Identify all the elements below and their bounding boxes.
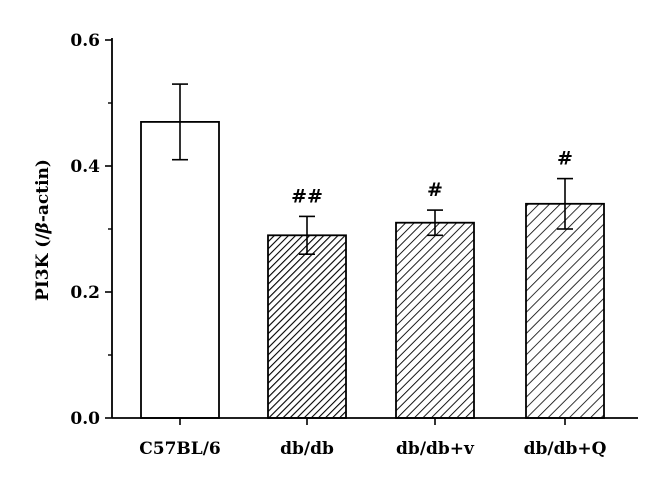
- bar-1: [267, 234, 347, 419]
- y-tick-label-0: 0.0: [70, 409, 100, 429]
- bar-2: [395, 221, 475, 419]
- y-axis-title-italic: β: [33, 222, 53, 234]
- svg-text:PI3K (/β-actin): PI3K (/β-actin): [33, 159, 53, 301]
- significance-label-1: ##: [291, 185, 323, 207]
- x-label-group: C57BL/6 db/db db/db+v db/db+Q: [139, 439, 606, 459]
- bar-3: [525, 202, 605, 419]
- x-tick-label-3: db/db+Q: [524, 439, 607, 459]
- x-tick-label-1: db/db: [280, 439, 334, 459]
- annotation-group: ## ##: [291, 148, 573, 208]
- y-axis-title-prefix: PI3K (/: [33, 233, 53, 301]
- bar-0: [140, 121, 220, 419]
- y-tick-label-1: 0.2: [70, 283, 100, 303]
- y-tick-group: 0.0 0.2 0.4 0.6: [70, 31, 112, 429]
- bar-group: [140, 121, 605, 419]
- y-tick-label-3: 0.6: [70, 31, 100, 51]
- significance-label-2: #: [427, 179, 443, 201]
- y-axis-title: PI3K (/β-actin): [33, 159, 53, 301]
- x-tick-label-2: db/db+v: [396, 439, 475, 459]
- y-tick-label-2: 0.4: [70, 157, 100, 177]
- error-bar-group: [172, 83, 573, 255]
- significance-label-3: #: [557, 148, 573, 170]
- x-tick-label-0: C57BL/6: [139, 439, 221, 459]
- y-axis-title-suffix: -actin): [33, 159, 53, 222]
